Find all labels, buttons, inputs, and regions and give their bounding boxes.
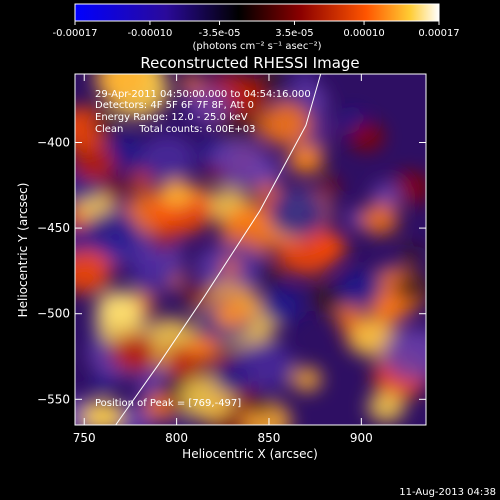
heatmap-blobs	[75, 74, 426, 425]
heatmap-blob	[316, 234, 348, 260]
x-axis-label: Heliocentric X (arcsec)	[182, 447, 318, 461]
heatmap-blob	[267, 188, 328, 238]
heatmap-blob	[257, 262, 283, 284]
heatmap-blob	[360, 203, 399, 236]
heatmap-blob	[83, 210, 140, 257]
heatmap-blob	[348, 121, 385, 152]
heatmap-blob	[294, 74, 315, 86]
x-tick-label: 850	[258, 431, 281, 445]
heatmap-blob	[111, 333, 159, 373]
colorbar-tick-label: 0.00017	[418, 28, 459, 39]
heatmap-blob	[213, 299, 251, 328]
heatmap-blob	[102, 179, 127, 200]
colorbar-tick-label: -3.5e-05	[199, 28, 241, 39]
heatmap-blob	[248, 395, 273, 415]
heatmap-blob	[186, 87, 231, 125]
time-range-label: 29-Apr-2011 04:50:00.000 to 04:54:16.000	[95, 89, 311, 100]
footer-timestamp: 11-Aug-2013 04:38	[399, 487, 496, 498]
heatmap-blob	[140, 134, 196, 180]
energy-range-label: Energy Range: 12.0 - 25.0 keV	[95, 112, 248, 123]
annotations: 29-Apr-2011 04:50:00.000 to 04:54:16.000…	[95, 89, 311, 409]
heatmap-blob	[130, 172, 151, 190]
solar-limb-curve	[115, 74, 322, 425]
heatmap-blob	[310, 284, 343, 312]
heatmap-blob	[367, 391, 406, 423]
colorbar-tick-label: 0.00010	[343, 28, 384, 39]
colorbar: -0.00017 -0.00010 -3.5e-05 3.5e-05 0.00010 0.…	[53, 3, 460, 52]
x-tick-label: 750	[73, 431, 96, 445]
heatmap-blob	[259, 288, 303, 324]
x-tick-label: 800	[165, 431, 188, 445]
heatmap-blob	[81, 400, 124, 425]
chart-title: Reconstructed RHESSI Image	[140, 54, 359, 72]
colorbar-tick-label: 3.5e-05	[275, 28, 313, 39]
heatmap-blob	[216, 111, 259, 147]
x-tick-label: 900	[350, 431, 373, 445]
colorbar-unit-label: (photons cm⁻² s⁻¹ asec⁻²)	[192, 41, 321, 52]
heatmap-blob	[220, 258, 241, 276]
detectors-label: Detectors: 4F 5F 6F 7F 8F, Att 0	[95, 100, 254, 111]
plot-area: 750 800 850 900 −400 −450 −500 −550	[37, 73, 427, 445]
colorbar-tick-label: -0.00010	[127, 28, 172, 39]
heatmap-blob	[130, 252, 179, 293]
colorbar-gradient	[74, 3, 440, 22]
heatmap-blob	[179, 74, 203, 93]
heatmap-blob	[334, 305, 364, 330]
y-tick-label: −400	[37, 135, 70, 149]
heatmap-blob	[75, 249, 112, 294]
heatmap-blob	[168, 416, 189, 425]
heatmap-blob	[212, 360, 254, 395]
plot-frame	[74, 73, 427, 426]
heatmap-blob	[319, 177, 340, 195]
colorbar-tick-label: -0.00017	[53, 28, 98, 39]
heatmap-blob	[382, 327, 426, 381]
y-tick-label: −500	[37, 307, 70, 321]
heatmap-blob	[188, 335, 220, 360]
heatmap-blob	[394, 273, 426, 303]
y-tick-label: −550	[37, 392, 70, 406]
heatmap-blob	[144, 394, 175, 420]
heatmap-blob	[401, 245, 423, 264]
heatmap-blob	[287, 145, 325, 174]
heatmap-blob	[338, 270, 384, 309]
heatmap-blob	[94, 74, 150, 102]
y-tick-label: −450	[37, 221, 70, 235]
heatmap-blob	[152, 230, 176, 251]
heatmap-blob	[369, 294, 406, 326]
heatmap-blob	[291, 366, 322, 392]
heatmap-blob	[90, 373, 114, 393]
heatmap-blob	[90, 113, 117, 136]
heatmap-blob	[184, 285, 208, 306]
heatmap-blob	[204, 165, 225, 182]
method-counts-label: Clean Total counts: 6.00E+03	[95, 124, 255, 135]
heatmap-blob	[158, 179, 195, 208]
heatmap-blob	[95, 290, 143, 327]
heatmap-blob	[371, 181, 403, 208]
heatmap-blob	[258, 102, 311, 146]
peak-position-label: Position of Peak = [769,-497]	[95, 398, 241, 409]
y-axis-label: Heliocentric Y (arcsec)	[16, 183, 30, 318]
heatmap-blob	[75, 146, 117, 183]
